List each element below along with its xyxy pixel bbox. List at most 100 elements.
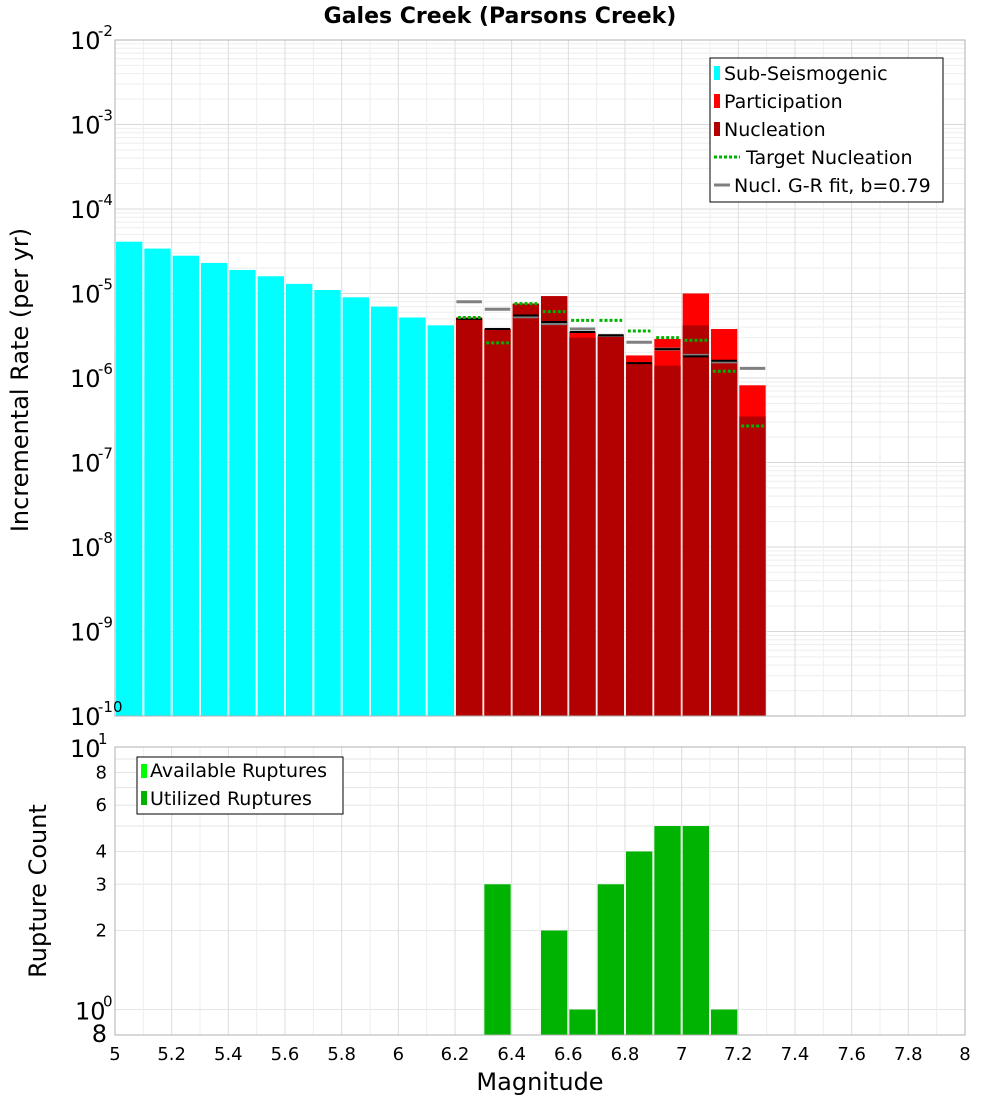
- top-y-axis-label: Incremental Rate (per yr): [6, 228, 34, 532]
- bottom-x-tick-labels: 5 5.2 5.4 5.6 5.8 6 6.2 6.4 6.6 6.8 7 7.2 7.4 7.6 7.8 8: [109, 1044, 970, 1065]
- x-tick-label: 5.4: [214, 1044, 243, 1065]
- top-y-tick-base: 10: [70, 703, 101, 731]
- x-tick-label: 7.8: [894, 1044, 923, 1065]
- bar-nucleation: [597, 336, 624, 716]
- bar-sub-seismogenic: [342, 297, 369, 716]
- top-plot-lines: [456, 300, 766, 428]
- top-y-tick-base: 10: [70, 534, 101, 562]
- top-y-tick: 10-9: [70, 614, 113, 647]
- bar-nucleation: [569, 337, 596, 716]
- top-y-tick: 10-3: [70, 107, 113, 140]
- top-y-tick: 10-4: [70, 191, 113, 224]
- bottom-y-tick-top-base: 10: [70, 735, 101, 763]
- bar-sub-seismogenic: [314, 290, 341, 716]
- top-y-tick-exponent: -6: [98, 360, 113, 378]
- top-y-tick-exponent: -9: [98, 614, 113, 632]
- top-y-tick-base: 10: [70, 196, 101, 224]
- legend-label-participation: Participation: [724, 91, 843, 113]
- top-y-tick: 10-6: [70, 360, 113, 393]
- top-y-tick: 10-2: [70, 22, 113, 55]
- top-plot-bars: [116, 241, 766, 716]
- x-tick-label: 6.6: [554, 1044, 583, 1065]
- bottom-y-tick-label: 3: [96, 874, 107, 895]
- bar-sub-seismogenic: [257, 276, 284, 716]
- legend-label-sub-seismogenic: Sub-Seismogenic: [724, 63, 888, 85]
- bottom-y-tick-one: 100: [75, 993, 113, 1026]
- bar-sub-seismogenic: [116, 241, 143, 716]
- chart-title: Gales Creek (Parsons Creek): [324, 4, 677, 29]
- bottom-y-tick-label: 8: [92, 1020, 107, 1048]
- bottom-y-tick-top-exponent: 1: [98, 730, 108, 748]
- bar-utilized-ruptures: [711, 1009, 738, 1035]
- bottom-y-axis-label: Rupture Count: [24, 804, 52, 978]
- bar-sub-seismogenic: [286, 283, 313, 716]
- legend-label-available-ruptures: Available Ruptures: [150, 760, 327, 782]
- top-y-tick-labels: 10-210-310-410-510-610-710-810-910-10: [70, 22, 123, 731]
- legend-swatch-utilized-ruptures: [141, 791, 147, 805]
- top-y-tick-base: 10: [70, 27, 101, 55]
- x-tick-label: 7: [676, 1044, 687, 1065]
- bar-utilized-ruptures: [597, 884, 624, 1035]
- bottom-y-tick-top: 101: [70, 730, 108, 763]
- x-tick-label: 5.8: [327, 1044, 356, 1065]
- top-y-tick: 10-7: [70, 445, 113, 478]
- bar-nucleation: [711, 360, 738, 716]
- legend-swatch-available-ruptures: [141, 764, 147, 778]
- legend-swatch-participation: [714, 94, 720, 108]
- top-y-tick-base: 10: [70, 281, 101, 309]
- bottom-y-tick-label: 6: [96, 795, 107, 816]
- bottom-plot-bars: [484, 826, 738, 1035]
- top-y-tick-exponent: -3: [98, 107, 113, 125]
- x-tick-label: 7.2: [724, 1044, 753, 1065]
- top-legend-box: [709, 57, 944, 203]
- bar-sub-seismogenic: [172, 255, 199, 716]
- bar-sub-seismogenic: [144, 248, 171, 716]
- bottom-y-tick-label: 4: [96, 841, 107, 862]
- bar-sub-seismogenic: [427, 325, 454, 716]
- top-y-tick-base: 10: [70, 619, 101, 647]
- legend-swatch-nucleation: [714, 122, 720, 136]
- top-y-tick-exponent: -4: [98, 191, 113, 209]
- legend-label-nucleation: Nucleation: [724, 119, 826, 141]
- bottom-y-tick-label: 2: [96, 921, 107, 942]
- top-y-tick-exponent: -2: [98, 22, 113, 40]
- bar-sub-seismogenic: [371, 306, 398, 716]
- top-y-tick-base: 10: [70, 112, 101, 140]
- bar-utilized-ruptures: [682, 826, 709, 1035]
- top-y-tick: 10-8: [70, 529, 113, 562]
- bar-utilized-ruptures: [484, 884, 511, 1035]
- bar-nucleation: [626, 363, 653, 716]
- top-legend: Sub-Seismogenic Participation Nucleation…: [709, 57, 944, 203]
- bar-nucleation: [512, 303, 539, 716]
- bottom-y-tick-one-base: 10: [75, 998, 106, 1026]
- legend-swatch-sub-seismogenic: [714, 66, 720, 80]
- bottom-legend-box: [136, 756, 344, 815]
- top-y-tick-exponent: -8: [98, 529, 113, 547]
- top-y-tick-exponent: -10: [98, 698, 123, 716]
- x-tick-label: 5.6: [271, 1044, 300, 1065]
- bar-utilized-ruptures: [569, 1009, 596, 1035]
- bar-utilized-ruptures: [654, 826, 681, 1035]
- bottom-legend: Available Ruptures Utilized Ruptures: [136, 756, 344, 815]
- top-y-tick-exponent: -5: [98, 276, 113, 294]
- bar-nucleation: [654, 365, 681, 716]
- top-y-tick-exponent: -7: [98, 445, 113, 463]
- bar-sub-seismogenic: [399, 317, 426, 716]
- x-tick-label: 7.4: [781, 1044, 810, 1065]
- legend-label-target-nucleation: Target Nucleation: [745, 147, 913, 169]
- bottom-y-tick-one-exponent: 0: [103, 993, 113, 1011]
- legend-label-utilized-ruptures: Utilized Ruptures: [150, 788, 312, 810]
- x-tick-label: 7.6: [837, 1044, 866, 1065]
- bar-nucleation: [739, 416, 766, 716]
- x-tick-label: 6: [393, 1044, 404, 1065]
- x-tick-label: 5: [109, 1044, 120, 1065]
- x-tick-label: 5.2: [157, 1044, 186, 1065]
- x-tick-label: 6.8: [611, 1044, 640, 1065]
- bar-sub-seismogenic: [229, 269, 256, 716]
- bar-nucleation: [484, 329, 511, 716]
- top-plot-grid: [114, 40, 966, 717]
- legend-label-gr-fit: Nucl. G-R fit, b=0.79: [734, 175, 931, 197]
- bottom-plot-frame: [114, 746, 966, 1036]
